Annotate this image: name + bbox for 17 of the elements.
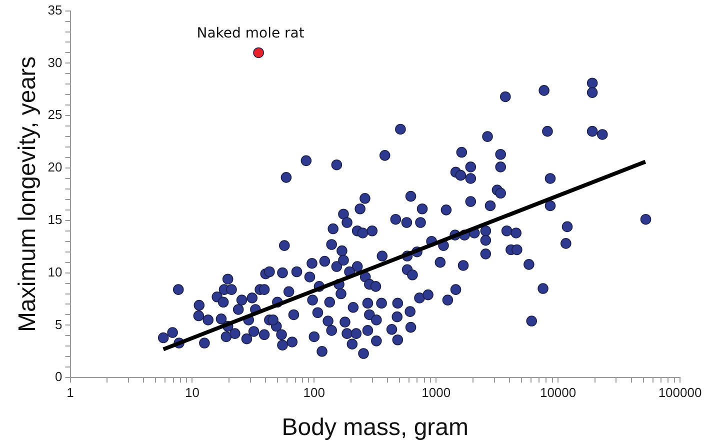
y-tick-label: 25	[48, 107, 62, 122]
x-tick-label: 10	[184, 384, 200, 400]
y-tick-label: 35	[48, 2, 62, 18]
y-tick-label: 0	[55, 369, 62, 384]
y-tick-label: 5	[55, 316, 62, 332]
x-tick-label: 100000	[658, 384, 702, 400]
x-tick-label: 10000	[540, 384, 576, 400]
y-tick-label: 30	[48, 54, 62, 70]
y-axis-title: Maximum longevity, years	[14, 56, 42, 332]
x-tick-label: 1000	[422, 384, 451, 400]
annotation: Naked mole rat	[196, 25, 305, 42]
x-tick-label: 100	[303, 384, 326, 400]
x-tick-label: 1	[66, 384, 74, 400]
x-axis-title: Body mass, gram	[282, 414, 468, 442]
y-tick-label: 20	[48, 160, 62, 175]
y-tick-label: 10	[48, 264, 62, 280]
y-tick-label: 15	[48, 212, 62, 227]
